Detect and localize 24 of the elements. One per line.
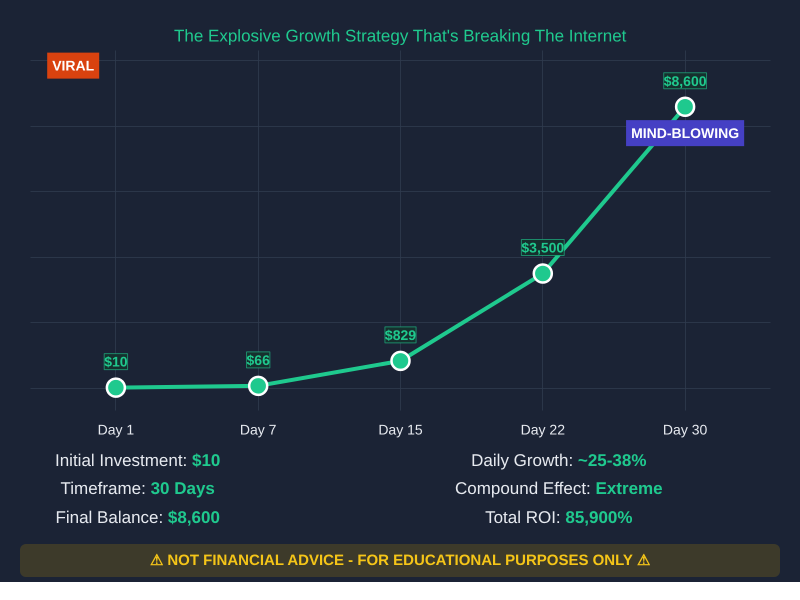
x-tick-label: Day 15 [378, 422, 423, 438]
point [532, 263, 554, 284]
text: Initial Investment: $10 [55, 450, 220, 472]
x-tick-label: Day 22 [520, 422, 566, 438]
text: Compound Effect: Extreme [455, 478, 663, 500]
x-tick-label: Day 7 [240, 422, 277, 438]
text: Daily Growth: ~25-38% [470, 450, 648, 472]
annotation: MIND-BLOWING [631, 125, 740, 142]
data-label: $829 [384, 326, 416, 343]
x-tick-label: Day 1 [98, 422, 134, 438]
data-label: $8,600 [664, 72, 707, 89]
point [106, 377, 126, 398]
point [674, 96, 696, 117]
text: ⚠ NOT FINANCIAL ADVICE - FOR EDUCATIONAL PURPOSES ONLY ⚠ [149, 550, 651, 571]
point [390, 350, 411, 372]
text: Timeframe: 30 Days [60, 478, 216, 500]
text: Total ROI: 85,900% [484, 506, 634, 529]
text: VIRAL [52, 58, 95, 74]
point [248, 376, 268, 396]
chart-title: The Explosive Growth Strategy That's Breaking The Internet [174, 26, 627, 46]
data-label: $10 [104, 354, 128, 370]
text: Final Balance: $8,600 [55, 506, 220, 529]
data-label: $3,500 [521, 240, 564, 256]
x-tick-label: Day 30 [662, 422, 708, 438]
